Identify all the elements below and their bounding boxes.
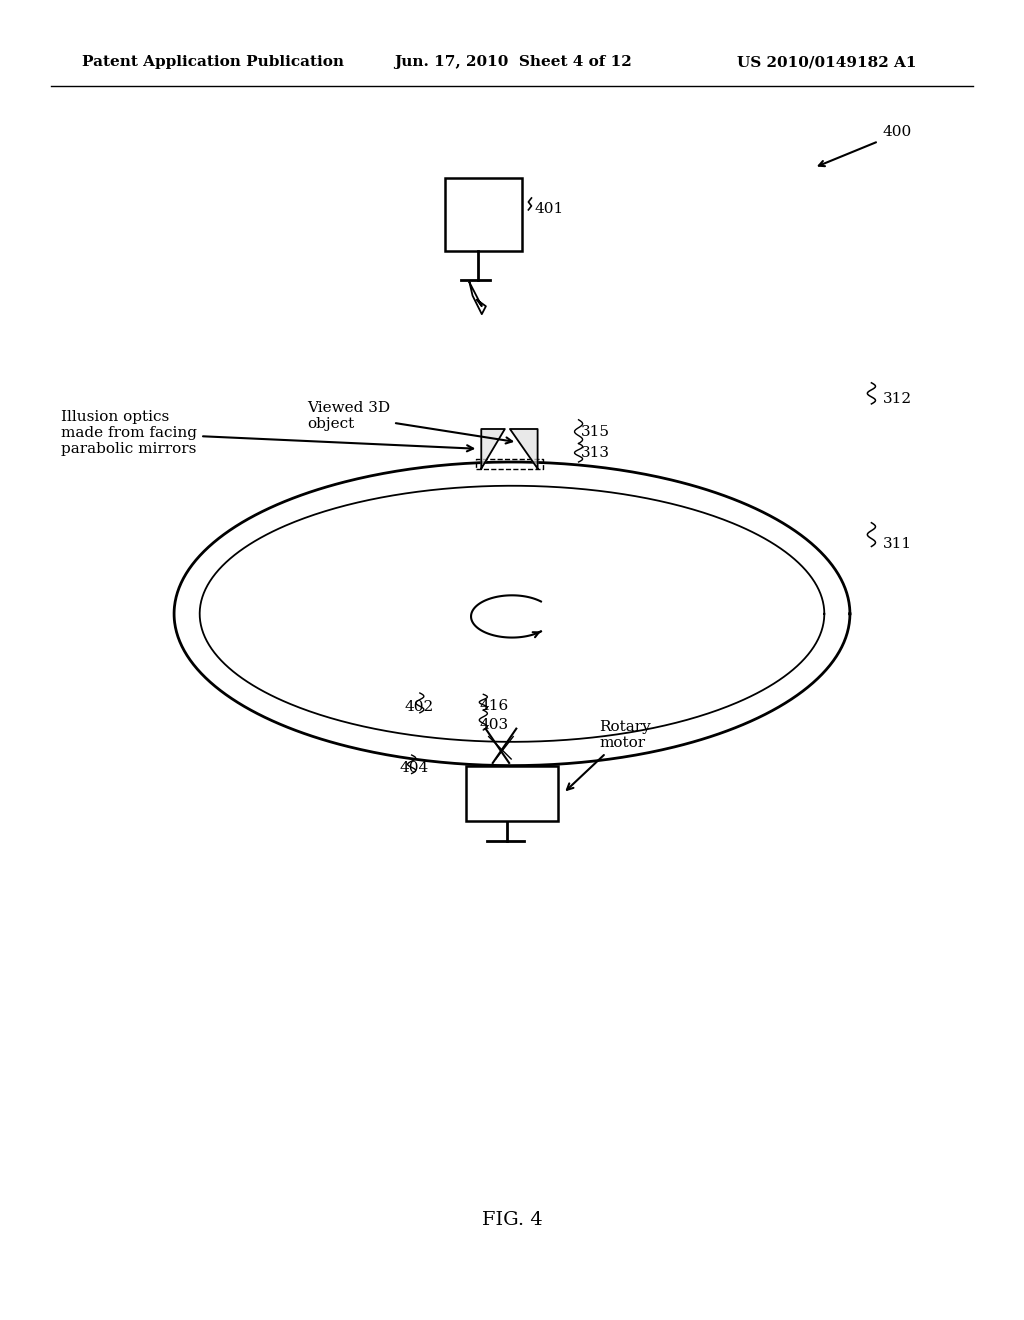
Text: Viewed 3D
object: Viewed 3D object [307, 401, 512, 444]
Text: 416: 416 [479, 700, 509, 713]
Bar [445, 178, 522, 251]
Text: 311: 311 [883, 537, 911, 550]
Text: US 2010/0149182 A1: US 2010/0149182 A1 [737, 55, 916, 70]
Text: 400: 400 [883, 125, 912, 139]
Polygon shape [469, 282, 486, 314]
Polygon shape [510, 429, 538, 469]
Text: Patent Application Publication: Patent Application Publication [82, 55, 344, 70]
Text: 312: 312 [883, 392, 911, 405]
Text: 403: 403 [479, 718, 508, 731]
Polygon shape [481, 429, 505, 469]
Text: 315: 315 [581, 425, 609, 438]
Text: 401: 401 [535, 202, 564, 215]
Text: Jun. 17, 2010  Sheet 4 of 12: Jun. 17, 2010 Sheet 4 of 12 [394, 55, 632, 70]
Text: Illusion optics
made from facing
parabolic mirrors: Illusion optics made from facing parabol… [61, 409, 473, 457]
Text: Rotary
motor: Rotary motor [567, 721, 651, 789]
Text: 404: 404 [399, 762, 429, 775]
Text: 402: 402 [404, 701, 434, 714]
Text: 313: 313 [581, 446, 609, 459]
Text: FIG. 4: FIG. 4 [481, 1210, 543, 1229]
Bar [466, 766, 558, 821]
